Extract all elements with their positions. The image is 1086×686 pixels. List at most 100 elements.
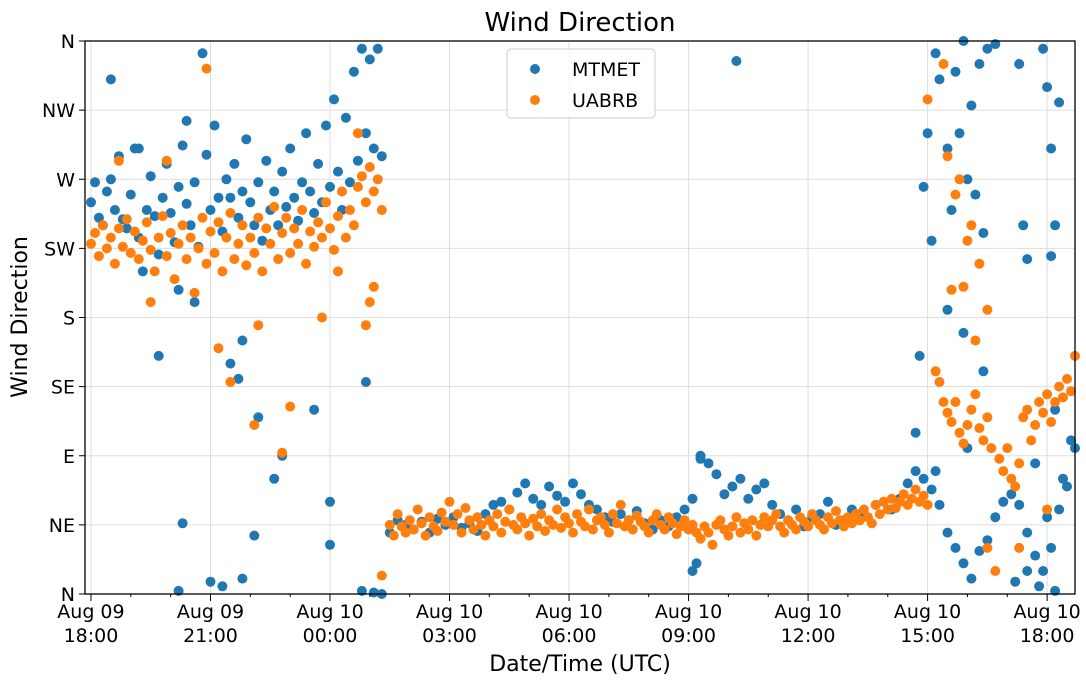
data-point (257, 235, 268, 246)
data-point (1042, 389, 1053, 400)
data-point (1058, 392, 1068, 403)
data-point (966, 220, 977, 231)
data-point (261, 155, 272, 166)
data-point (496, 496, 507, 507)
y-tick-label: N (61, 584, 75, 606)
y-tick-label: S (63, 308, 75, 330)
data-point (452, 509, 463, 520)
data-point (177, 220, 188, 231)
data-point (731, 512, 742, 523)
data-point (1022, 566, 1033, 576)
data-point (679, 504, 690, 515)
data-point (313, 217, 324, 228)
data-point (1002, 443, 1013, 454)
data-point (998, 496, 1009, 507)
data-point (436, 507, 447, 518)
data-point (540, 526, 551, 536)
data-point (791, 524, 802, 535)
data-point (293, 238, 304, 249)
data-point (253, 412, 264, 423)
data-point (723, 530, 734, 541)
x-tick-label-date: Aug 10 (416, 601, 483, 623)
data-point (376, 570, 387, 581)
data-point (615, 509, 626, 520)
data-point (934, 74, 945, 85)
data-point (1034, 581, 1045, 592)
data-point (942, 143, 953, 154)
data-point (755, 519, 766, 530)
data-point (858, 504, 869, 515)
data-point (731, 56, 742, 66)
data-point (819, 524, 829, 535)
data-point (325, 181, 335, 192)
data-point (587, 524, 598, 535)
data-point (866, 518, 877, 529)
data-point (197, 212, 208, 223)
data-point (249, 220, 260, 231)
data-point (277, 447, 288, 458)
data-point (125, 189, 136, 200)
data-point (456, 527, 467, 538)
data-point (595, 512, 606, 523)
data-point (998, 466, 1009, 477)
data-point (854, 515, 865, 526)
data-point (1046, 542, 1057, 553)
data-point (233, 373, 244, 384)
data-point (90, 228, 100, 238)
data-point (249, 248, 260, 258)
data-point (348, 220, 359, 231)
data-point (488, 521, 499, 532)
data-point (233, 212, 244, 223)
y-axis-title: Wind Direction (8, 236, 33, 398)
data-point (269, 186, 280, 197)
data-point (384, 519, 395, 530)
data-point (364, 54, 375, 65)
data-point (364, 297, 375, 308)
data-point (293, 215, 304, 226)
legend-marker (530, 64, 540, 74)
data-point (249, 530, 260, 541)
data-point (249, 420, 260, 430)
legend-label: UABRB (572, 90, 638, 112)
data-point (922, 499, 933, 510)
data-point (265, 238, 276, 249)
data-point (488, 499, 499, 510)
data-point (368, 587, 379, 598)
data-point (448, 519, 459, 530)
data-point (245, 232, 256, 243)
data-point (759, 512, 770, 523)
data-point (372, 43, 383, 54)
data-point (352, 155, 363, 166)
data-point (121, 214, 132, 225)
data-point (289, 223, 300, 234)
data-point (213, 343, 224, 354)
data-point (301, 128, 312, 139)
x-tick-label-date: Aug 10 (535, 601, 602, 623)
data-point (388, 530, 399, 541)
data-point (1014, 499, 1025, 510)
series-uabrb (86, 59, 1080, 581)
data-point (962, 420, 973, 430)
data-point (707, 539, 718, 550)
data-point (105, 174, 116, 185)
data-point (711, 469, 722, 480)
data-point (225, 377, 236, 387)
data-point (703, 458, 714, 469)
data-point (532, 521, 543, 532)
data-point (261, 223, 272, 234)
data-point (113, 155, 124, 166)
data-point (950, 542, 961, 553)
data-point (982, 304, 993, 315)
data-point (157, 192, 168, 203)
x-tick-label-time: 15:00 (900, 625, 955, 647)
data-point (356, 171, 367, 182)
data-point (1030, 550, 1041, 561)
data-point (930, 48, 941, 59)
data-point (938, 59, 949, 69)
data-point (504, 504, 515, 515)
data-point (902, 478, 913, 489)
data-point (520, 518, 531, 529)
data-point (189, 287, 200, 298)
y-tick-label: W (56, 169, 75, 191)
data-point (982, 412, 993, 423)
